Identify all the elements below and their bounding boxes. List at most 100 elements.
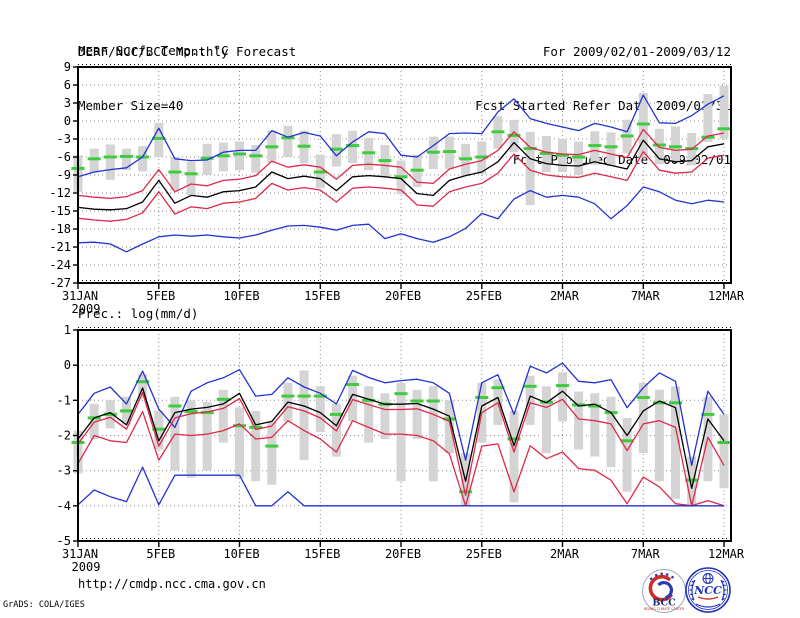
obs-dash (572, 403, 586, 407)
obs-dash (313, 170, 327, 174)
x-tick-label: 2MAR (550, 289, 580, 303)
y-tick-label: -21 (49, 240, 71, 254)
obs-dash (491, 130, 505, 134)
x-year-label: 2009 (72, 302, 101, 316)
obs-dash (572, 155, 586, 159)
spread-bar (170, 157, 180, 191)
header-left: DERF/NCC/BCC Monthly Forecast Member Siz… (78, 7, 296, 151)
spread-bar (186, 400, 196, 478)
obs-dash (329, 412, 343, 416)
obs-dash (426, 150, 440, 154)
precip-chart-title: Prec.: log(mm/d) (78, 306, 199, 321)
obs-dash (378, 159, 392, 163)
spread-bar (703, 94, 713, 142)
y-tick-label: -6 (57, 150, 71, 164)
obs-dash (620, 439, 634, 443)
bcc-logo-label: BCC (652, 598, 676, 609)
spread-bar (364, 386, 374, 443)
obs-dash (556, 384, 569, 388)
spread-bar (719, 85, 729, 139)
obs-dash (636, 396, 650, 399)
website-url: http://cmdp.ncc.cma.gov.cn (78, 577, 266, 591)
x-tick-label: 5FEB (146, 289, 175, 303)
spread-bar (574, 391, 584, 450)
obs-dash (459, 157, 473, 161)
x-tick-label: 10FEB (223, 289, 259, 303)
spread-bar (654, 389, 664, 482)
y-tick-label: -3 (57, 132, 71, 146)
ncc-wreath-icon (689, 579, 727, 608)
obs-dash (410, 168, 424, 172)
obs-dash (442, 150, 456, 154)
forecast-range-label: For 2009/02/01-2009/03/12 (542, 44, 731, 59)
spread-bar (590, 393, 600, 457)
temp-chart-title: Mean Surf. Temp.: °C (78, 43, 229, 58)
y-tick-label: 3 (64, 96, 71, 110)
y-tick-label: 9 (64, 60, 71, 74)
y-tick-label: -18 (49, 222, 71, 236)
spread-bar (202, 402, 212, 471)
ensemble-max-line (77, 362, 725, 467)
obs-dash (200, 411, 214, 415)
obs-dash (297, 144, 311, 148)
spread-bar (251, 145, 261, 173)
bcc-swirl-red (648, 574, 673, 602)
x-tick-label: 31JAN (62, 289, 98, 303)
y-tick-label: 0 (64, 358, 71, 372)
y-tick-label: 0 (64, 114, 71, 128)
spread-bar (138, 374, 148, 399)
spread-bar (380, 393, 390, 439)
ncc-logo-label: NCC (693, 584, 722, 597)
ncc-red-swoosh (697, 596, 719, 600)
spread-bar (558, 372, 567, 422)
obs-dash (233, 424, 246, 428)
obs-dash (491, 386, 505, 390)
spread-bar (606, 396, 616, 468)
spread-bar (509, 410, 519, 503)
obs-dash (297, 394, 311, 398)
obs-dash (168, 404, 182, 408)
y-tick-label: -4 (57, 499, 71, 513)
ensemble-upper-line (77, 391, 725, 507)
ensemble-max-line (77, 94, 725, 178)
spread-bar (638, 382, 648, 454)
obs-dash (620, 134, 634, 138)
spread-bar (299, 370, 309, 461)
ensemble-upper-line (77, 128, 725, 200)
spread-bar (525, 375, 535, 425)
x-tick-label: 31JAN (62, 547, 98, 561)
bcc-logo-subtitle: BEIJING CLIMATE CENTER (644, 607, 685, 611)
obs-dash (669, 145, 682, 149)
obs-dash (362, 398, 376, 402)
ncc-logo-inner-ring (688, 570, 728, 610)
spread-bar (671, 126, 680, 162)
ncc-logo-circle (685, 567, 731, 613)
ensemble-lower-line (77, 410, 725, 507)
x-tick-label: 15FEB (304, 547, 340, 561)
y-tick-label: -24 (49, 258, 71, 272)
obs-dash (216, 154, 230, 158)
x-tick-label: 25FEB (466, 547, 502, 561)
y-tick-label: -3 (57, 464, 71, 478)
x-tick-label: 10FEB (223, 547, 259, 561)
obs-dash (329, 147, 343, 151)
obs-dash (442, 417, 456, 421)
obs-dash (200, 156, 214, 160)
obs-dash (588, 144, 602, 148)
spread-bar (493, 379, 503, 425)
obs-dash (636, 122, 650, 126)
obs-dash (556, 153, 569, 157)
obs-dash (507, 133, 521, 137)
obs-dash (604, 145, 618, 149)
x-tick-label: 2MAR (550, 547, 580, 561)
spread-bar (235, 407, 244, 478)
spread-bar (235, 141, 244, 171)
y-tick-label: 1 (64, 323, 71, 337)
spread-bar (444, 400, 454, 454)
bcc-logo-cjk-arc (649, 572, 675, 581)
obs-dash (168, 170, 182, 174)
